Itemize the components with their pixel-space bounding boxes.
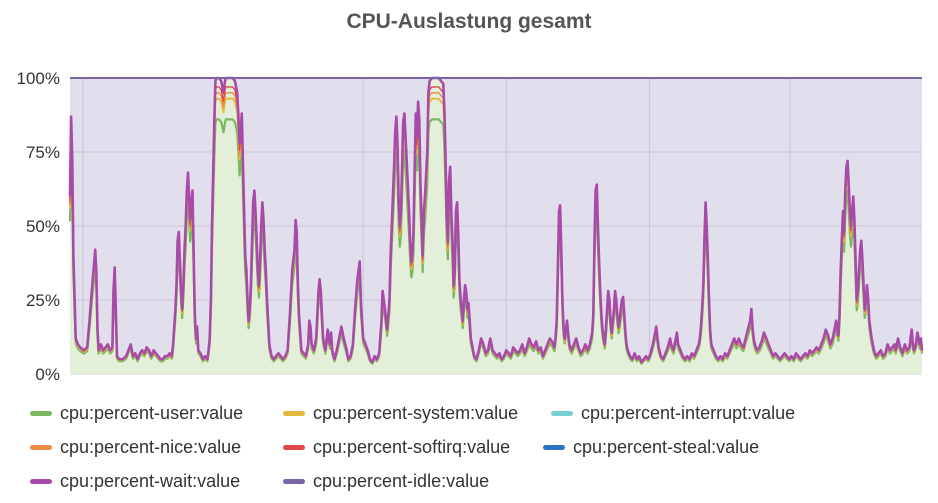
legend-item-interrupt[interactable]: cpu:percent-interrupt:value (551, 403, 795, 424)
legend-label: cpu:percent-system:value (313, 402, 519, 423)
legend-label: cpu:percent-wait:value (60, 470, 241, 491)
legend-label: cpu:percent-softirq:value (313, 436, 511, 457)
legend-swatch-steal (543, 444, 565, 450)
legend-swatch-idle (283, 478, 305, 484)
y-tick-label: 100% (17, 69, 60, 88)
legend-item-system[interactable]: cpu:percent-system:value (283, 403, 533, 424)
legend-label: cpu:percent-steal:value (573, 436, 760, 457)
legend-label: cpu:percent-idle:value (313, 470, 490, 491)
legend-item-steal[interactable]: cpu:percent-steal:value (543, 437, 759, 458)
y-tick-label: 75% (26, 143, 60, 162)
legend-row: cpu:percent-nice:value cpu:percent-softi… (30, 430, 930, 464)
legend-item-wait[interactable]: cpu:percent-wait:value (30, 471, 265, 492)
chart-title: CPU-Auslastung gesamt (346, 10, 592, 33)
legend-label: cpu:percent-user:value (60, 402, 244, 423)
legend-swatch-nice (30, 444, 52, 450)
legend-item-nice[interactable]: cpu:percent-nice:value (30, 437, 265, 458)
legend-swatch-softirq (283, 444, 305, 450)
legend: cpu:percent-user:value cpu:percent-syste… (30, 396, 930, 498)
legend-label: cpu:percent-interrupt:value (581, 402, 796, 423)
legend-row: cpu:percent-user:value cpu:percent-syste… (30, 396, 930, 430)
y-tick-label: 25% (26, 291, 60, 310)
legend-item-softirq[interactable]: cpu:percent-softirq:value (283, 437, 525, 458)
y-axis: 0% 25% 50% 75% 100% (17, 69, 60, 384)
cpu-usage-chart: 0% 25% 50% 75% 100% (17, 69, 924, 384)
legend-row: cpu:percent-wait:value cpu:percent-idle:… (30, 464, 930, 498)
legend-item-user[interactable]: cpu:percent-user:value (30, 403, 265, 424)
legend-swatch-system (283, 410, 305, 416)
y-tick-label: 0% (35, 365, 60, 384)
legend-swatch-interrupt (551, 410, 573, 416)
legend-label: cpu:percent-nice:value (60, 436, 242, 457)
legend-swatch-wait (30, 478, 52, 484)
y-tick-label: 50% (26, 217, 60, 236)
legend-swatch-user (30, 410, 52, 416)
legend-item-idle[interactable]: cpu:percent-idle:value (283, 471, 489, 492)
